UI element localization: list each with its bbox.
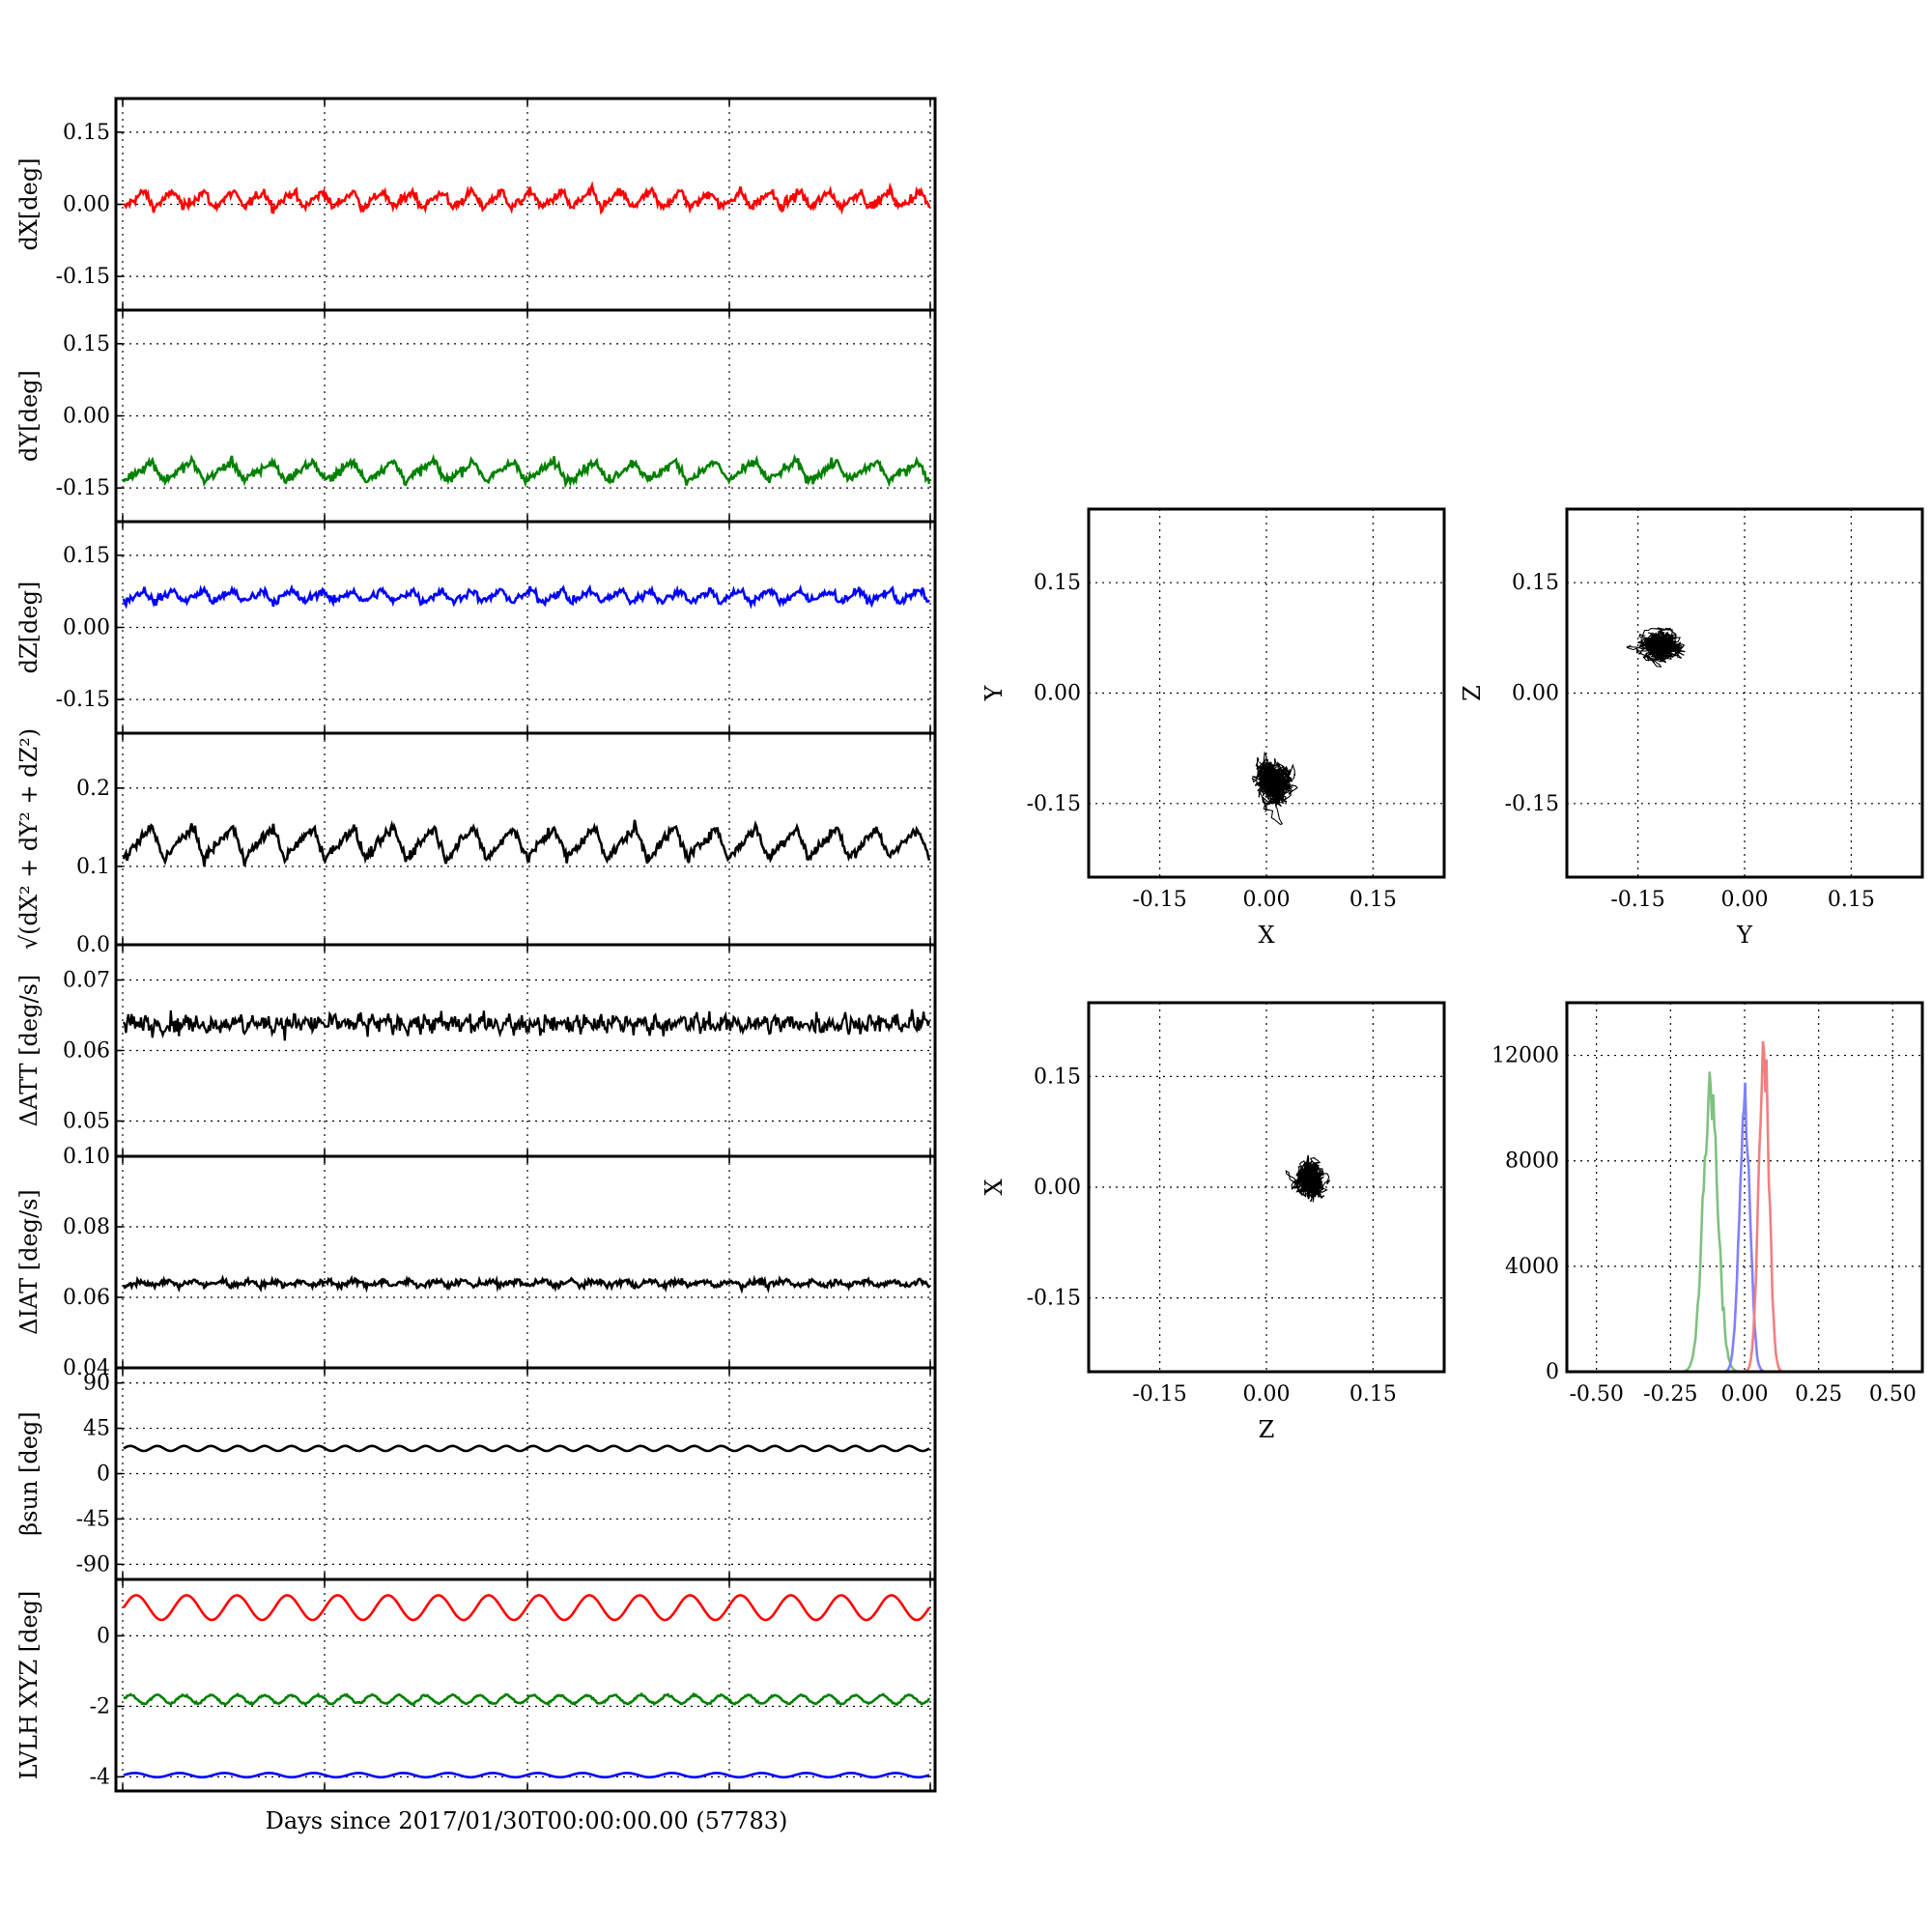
panel-dX: 0.15 0.00 -0.15 dX[deg] xyxy=(15,97,937,312)
y-axis-label: ΔATT [deg/s] xyxy=(15,975,43,1127)
y-axis-label: dZ[deg] xyxy=(15,582,43,674)
scatter-trace xyxy=(1626,627,1686,668)
axes-frame xyxy=(1087,1001,1446,1374)
x-tick-label: -0.15 xyxy=(1132,888,1186,912)
y-tick-label: -0.15 xyxy=(1027,1287,1081,1311)
y-tick-label: 0.07 xyxy=(63,969,110,993)
y-axis-label: √(dX² + dY² + dZ²) xyxy=(15,728,43,950)
x-axis-label: Y xyxy=(1736,922,1753,949)
axes-frame xyxy=(114,1577,937,1793)
y-axis-label: Y xyxy=(980,684,1008,701)
panels-group: 0.150.00-0.15dX[deg]0.150.00-0.15dY[deg]… xyxy=(15,97,1924,1793)
axes-frame xyxy=(1565,507,1924,879)
y-tick-label: 0.05 xyxy=(63,1110,110,1134)
y-axis-label: dY[deg] xyxy=(15,370,43,462)
series-line-green xyxy=(122,453,931,489)
panel-diat: 0.10 0.08 0.06 0.04 ΔIAT [deg/s] xyxy=(15,1145,937,1380)
y-tick-label: 0.0 xyxy=(76,933,110,957)
shared-x-axis-label: Days since 2017/01/30T00:00:00.00 (57783… xyxy=(266,1807,788,1834)
y-tick-label: -4 xyxy=(90,1765,110,1789)
y-tick-label: 0.00 xyxy=(63,193,110,217)
y-tick-label: 0.00 xyxy=(1034,682,1081,706)
series-line-green xyxy=(123,1691,931,1707)
panel-zx: -0.15 -0.15 0.00 0.00 0.15 0.15 Z X xyxy=(980,1001,1446,1443)
x-tick-label: -0.15 xyxy=(1132,1382,1186,1406)
y-tick-label: -0.15 xyxy=(56,688,110,712)
y-tick-label: 0.08 xyxy=(63,1215,110,1239)
y-axis-label: βsun [deg] xyxy=(15,1411,43,1535)
scatter-trace xyxy=(1285,1154,1331,1203)
scatter-trace xyxy=(1251,751,1298,826)
x-tick-label: 0.15 xyxy=(1350,888,1397,912)
y-tick-label: -2 xyxy=(90,1694,110,1719)
y-tick-label: 12000 xyxy=(1492,1044,1559,1068)
y-tick-label: 0.06 xyxy=(63,1286,110,1310)
x-tick-label: 0.50 xyxy=(1869,1382,1917,1406)
y-tick-label: -0.15 xyxy=(1505,792,1559,816)
y-tick-label: -0.15 xyxy=(56,476,110,500)
y-tick-label: 0.15 xyxy=(63,121,110,145)
y-tick-label: 0.00 xyxy=(63,616,110,640)
series-line-blue xyxy=(123,1772,930,1779)
axes-frame xyxy=(1565,1001,1924,1374)
y-tick-label: 0 xyxy=(97,1463,110,1487)
series-line-black xyxy=(122,1274,931,1294)
y-tick-label: 8000 xyxy=(1505,1150,1559,1174)
y-tick-label: 0.00 xyxy=(63,405,110,429)
series-line-black xyxy=(122,819,931,867)
x-axis-label: X xyxy=(1258,922,1274,949)
x-tick-label: 0.15 xyxy=(1828,888,1875,912)
y-tick-label: 0.1 xyxy=(76,855,110,879)
x-tick-label: 0.00 xyxy=(1721,1382,1769,1406)
y-axis-label: dX[deg] xyxy=(15,157,43,250)
x-tick-label: 0.25 xyxy=(1795,1382,1842,1406)
panel-lvlh: 0 -2 -4 LVLH XYZ [deg] xyxy=(15,1577,937,1793)
series-line-red xyxy=(122,1594,931,1622)
y-tick-label: 0.00 xyxy=(1034,1176,1081,1200)
panel-hist: -0.50 -0.25 0.00 0.25 0.50 12000 8000 4000 0 xyxy=(1492,1001,1924,1406)
x-axis-label: Z xyxy=(1259,1416,1275,1443)
y-tick-label: -0.15 xyxy=(1027,792,1081,816)
x-tick-label: -0.25 xyxy=(1643,1382,1697,1406)
y-axis-label: X xyxy=(980,1179,1008,1195)
series-line-red xyxy=(123,181,931,215)
series-line-blue xyxy=(122,583,931,610)
y-axis-label: ΔIAT [deg/s] xyxy=(15,1189,43,1335)
x-tick-label: -0.50 xyxy=(1569,1382,1623,1406)
y-axis-label: Z xyxy=(1459,685,1486,701)
series-line-black xyxy=(123,1444,930,1453)
series-line-black xyxy=(122,1009,931,1041)
y-tick-label: -45 xyxy=(76,1507,110,1531)
y-axis-label: LVLH XYZ [deg] xyxy=(15,1591,43,1780)
y-tick-label: 45 xyxy=(83,1417,110,1441)
y-tick-label: 0.15 xyxy=(1034,571,1081,595)
y-tick-label: 0.04 xyxy=(63,1356,110,1380)
y-tick-label: 90 xyxy=(83,1372,110,1396)
y-tick-label: 0.15 xyxy=(1512,571,1559,595)
y-tick-label: 0.15 xyxy=(63,332,110,356)
y-tick-label: 0.10 xyxy=(63,1145,110,1169)
y-tick-label: 0 xyxy=(97,1624,110,1648)
x-tick-label: 0.00 xyxy=(1243,1382,1291,1406)
x-tick-label: 0.15 xyxy=(1350,1382,1397,1406)
y-tick-label: -90 xyxy=(76,1552,110,1577)
y-tick-label: 0.15 xyxy=(63,544,110,568)
y-tick-label: -0.15 xyxy=(56,265,110,289)
panel-beta: 90 45 0 -45 -90 βsun [deg] xyxy=(15,1366,937,1581)
panel-xy: -0.15 -0.15 0.00 0.00 0.15 0.15 X Y xyxy=(980,507,1446,949)
y-tick-label: 0.2 xyxy=(76,777,110,801)
x-tick-label: 0.00 xyxy=(1721,888,1769,912)
y-tick-label: 0.06 xyxy=(63,1039,110,1064)
x-tick-label: -0.15 xyxy=(1610,888,1664,912)
y-tick-label: 0.15 xyxy=(1034,1065,1081,1089)
panel-datt: 0.07 0.06 0.05 ΔATT [deg/s] xyxy=(15,943,937,1158)
y-tick-label: 4000 xyxy=(1505,1255,1559,1279)
panel-yz: -0.15 -0.15 0.00 0.00 0.15 0.15 Y Z xyxy=(1459,507,1924,949)
x-tick-label: 0.00 xyxy=(1243,888,1291,912)
y-tick-label: 0 xyxy=(1546,1360,1559,1384)
axes-frame xyxy=(1087,507,1446,879)
y-tick-label: 0.00 xyxy=(1512,682,1559,706)
